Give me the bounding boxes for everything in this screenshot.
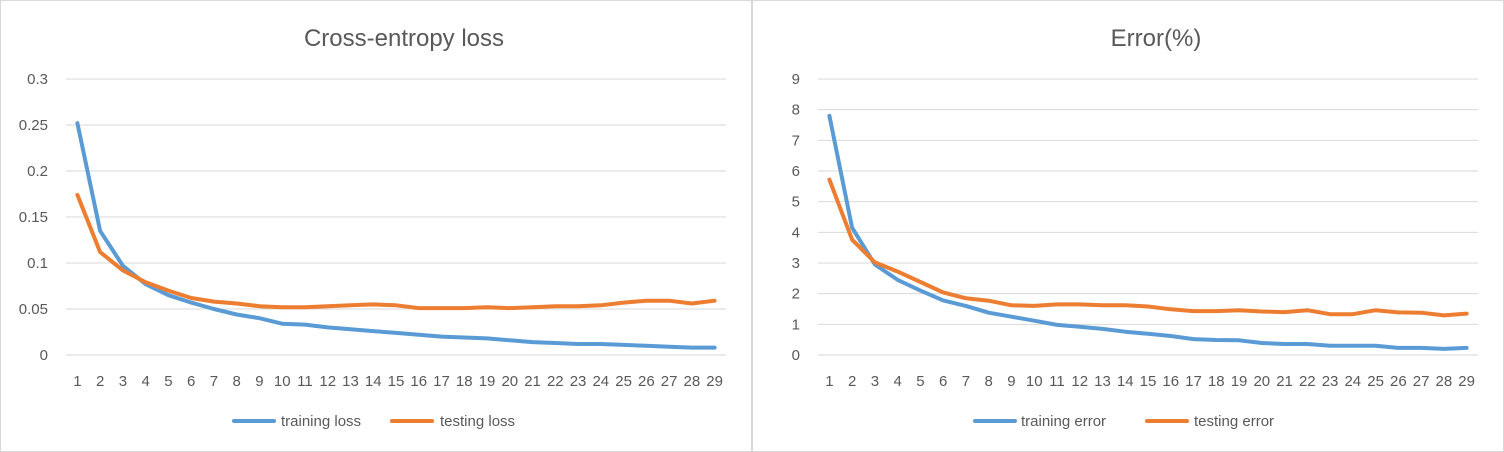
x-tick-label: 23 (570, 373, 587, 390)
x-tick-label: 6 (187, 373, 195, 390)
x-tick-label: 15 (388, 373, 405, 390)
x-tick-label: 22 (547, 373, 564, 390)
x-tick-label: 15 (1140, 373, 1157, 390)
x-tick-label: 24 (592, 373, 609, 390)
x-tick-label: 18 (1208, 373, 1225, 390)
x-tick-label: 4 (893, 373, 901, 390)
x-tick-label: 29 (706, 373, 723, 390)
chart-title: Cross-entropy loss (304, 25, 504, 52)
x-tick-label: 27 (661, 373, 678, 390)
x-tick-label: 11 (297, 373, 313, 390)
x-tick-label: 13 (342, 373, 359, 390)
y-tick-label: 0 (40, 347, 48, 364)
x-tick-label: 12 (319, 373, 336, 390)
x-tick-label: 12 (1071, 373, 1088, 390)
x-tick-label: 21 (524, 373, 541, 390)
y-tick-label: 0 (792, 347, 800, 364)
x-tick-label: 27 (1413, 373, 1430, 390)
x-tick-label: 1 (73, 373, 81, 390)
chart-title: Error(%) (1111, 25, 1202, 52)
loss-chart-panel: Cross-entropy loss 0 0.05 0.1 0.15 0.2 0.25 0.3… (0, 0, 752, 452)
x-tick-label: 6 (939, 373, 947, 390)
y-tick-label: 0.05 (19, 301, 48, 318)
x-tick-label: 13 (1094, 373, 1111, 390)
x-tick-label: 8 (985, 373, 993, 390)
y-tick-label: 0.25 (19, 117, 48, 134)
x-tick-label: 26 (1390, 373, 1407, 390)
x-tick-label: 14 (365, 373, 382, 390)
x-tick-label: 5 (916, 373, 924, 390)
x-tick-label: 7 (962, 373, 970, 390)
x-tick-label: 14 (1117, 373, 1134, 390)
y-tick-label: 6 (792, 163, 800, 180)
x-tick-label: 2 (848, 373, 856, 390)
x-tick-label: 10 (274, 373, 291, 390)
legend-label: testing error (1194, 413, 1274, 430)
x-tick-label: 17 (1185, 373, 1202, 390)
legend-label: training loss (281, 413, 361, 430)
loss-chart: Cross-entropy loss 0 0.05 0.1 0.15 0.2 0.25 0.3… (19, 25, 726, 430)
x-tick-label: 25 (615, 373, 632, 390)
x-tick-label: 28 (684, 373, 701, 390)
x-tick-label: 25 (1367, 373, 1384, 390)
x-tick-label: 7 (210, 373, 218, 390)
y-tick-label: 0.15 (19, 209, 48, 226)
x-tick-label: 4 (141, 373, 149, 390)
x-tick-label: 2 (96, 373, 104, 390)
series-line-testing-loss (75, 192, 717, 311)
x-tick-label: 26 (638, 373, 655, 390)
x-tick-label: 10 (1026, 373, 1043, 390)
y-tick-label: 0.3 (27, 71, 48, 88)
x-tick-label: 16 (1162, 373, 1179, 390)
x-tick-label: 8 (233, 373, 241, 390)
error-chart-panel: Error(%) 0 1 2 3 4 5 6 7 8 9 1 2 3 4 5 6 7 8 9 10 11 12 13 14 15 1… (752, 0, 1504, 452)
series-line-training-loss (75, 121, 717, 350)
series-line-testing-error (827, 177, 1469, 318)
x-tick-label: 29 (1458, 373, 1475, 390)
x-tick-label: 20 (1253, 373, 1270, 390)
x-tick-label: 1 (825, 373, 833, 390)
series-line-training-error (827, 113, 1469, 351)
y-tick-label: 3 (792, 255, 800, 272)
x-tick-label: 21 (1276, 373, 1293, 390)
x-tick-label: 3 (871, 373, 879, 390)
x-tick-label: 5 (164, 373, 172, 390)
x-tick-label: 18 (456, 373, 473, 390)
x-tick-label: 19 (479, 373, 496, 390)
y-tick-label: 0.2 (27, 163, 48, 180)
y-tick-label: 1 (792, 316, 800, 333)
x-tick-label: 11 (1049, 373, 1065, 390)
legend-label: training error (1021, 413, 1106, 430)
y-tick-label: 9 (792, 71, 800, 88)
legend-label: testing loss (440, 413, 515, 430)
x-tick-label: 28 (1436, 373, 1453, 390)
x-tick-label: 9 (255, 373, 263, 390)
x-tick-label: 16 (410, 373, 427, 390)
x-tick-label: 17 (433, 373, 450, 390)
y-tick-label: 5 (792, 194, 800, 211)
y-tick-label: 0.1 (27, 255, 48, 272)
x-tick-label: 23 (1322, 373, 1339, 390)
y-tick-label: 2 (792, 286, 800, 303)
y-tick-label: 4 (792, 224, 800, 241)
x-tick-label: 19 (1231, 373, 1248, 390)
x-tick-label: 9 (1007, 373, 1015, 390)
y-tick-label: 8 (792, 102, 800, 119)
x-tick-label: 20 (501, 373, 518, 390)
x-tick-label: 3 (119, 373, 127, 390)
y-tick-label: 7 (792, 132, 800, 149)
x-tick-label: 24 (1344, 373, 1361, 390)
x-tick-label: 22 (1299, 373, 1316, 390)
